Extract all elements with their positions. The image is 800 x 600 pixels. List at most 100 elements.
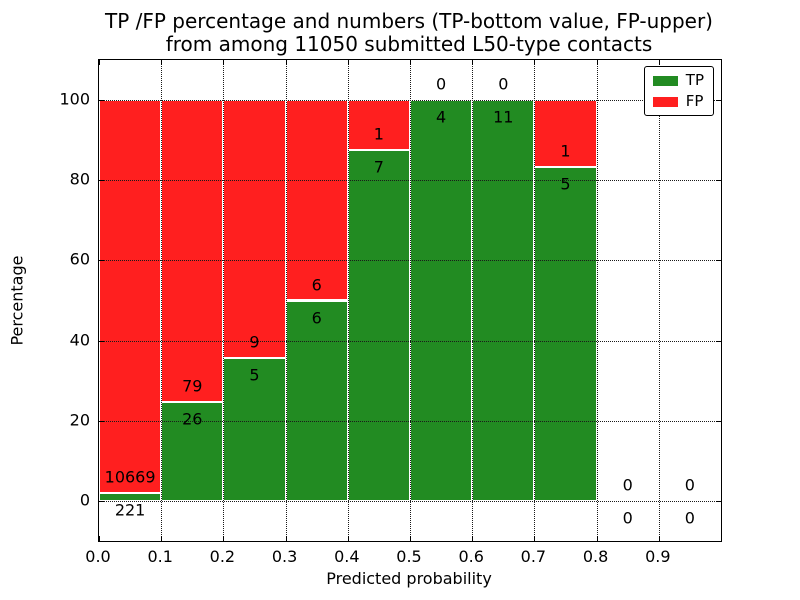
- plot-area: 10669 221 79 26 9 5 6 6 1 7 0 4 0 11 1 5 0 0 0 0 TP FP: [98, 59, 722, 542]
- legend: TP FP: [643, 66, 714, 116]
- x-tick-mark: [223, 536, 225, 541]
- y-axis-title: Percentage: [7, 255, 27, 346]
- y-tick-mark: [716, 180, 721, 182]
- x-tick-mark: [721, 536, 722, 541]
- y-tick-mark: [99, 260, 104, 262]
- tp-count-label: 221: [114, 500, 146, 520]
- x-tick-mark: [285, 60, 287, 65]
- fp-swatch-icon: [652, 96, 678, 107]
- x-axis-title: Predicted probability: [326, 569, 492, 588]
- fp-count-label: 0: [684, 475, 695, 495]
- fp-bar-segment: [347, 100, 410, 151]
- y-tick-label: 20: [69, 410, 90, 430]
- x-tick-label: 0.0: [85, 547, 111, 566]
- tp-count-label: 5: [560, 174, 571, 194]
- tp-bar-segment: [410, 100, 473, 501]
- fp-count-label: 9: [249, 332, 260, 352]
- v-gridline: [285, 60, 287, 541]
- x-tick-mark: [285, 536, 287, 541]
- x-tick-mark: [410, 60, 411, 65]
- v-gridline: [534, 60, 536, 541]
- y-tick-mark: [716, 100, 721, 102]
- tp-count-label: 11: [493, 107, 514, 127]
- x-tick-label: 0.1: [147, 547, 173, 566]
- tp-bar-segment: [347, 150, 410, 501]
- x-tick-mark: [721, 60, 722, 65]
- fp-bar-segment: [99, 100, 162, 493]
- tp-bar-segment: [99, 492, 162, 501]
- fp-count-label: 0: [436, 74, 447, 94]
- tp-bar-segment: [285, 300, 348, 501]
- x-tick-label: 0.7: [520, 547, 547, 566]
- chart-title-line1: TP /FP percentage and numbers (TP-bottom…: [105, 9, 713, 33]
- x-tick-label: 0.6: [458, 547, 484, 566]
- x-tick-mark: [161, 60, 163, 65]
- x-tick-label: 0.4: [334, 547, 360, 566]
- legend-item-fp: FP: [652, 92, 704, 110]
- y-tick-mark: [99, 100, 104, 102]
- x-tick-label: 0.5: [396, 547, 422, 566]
- v-gridline: [347, 60, 349, 541]
- tp-bar-segment: [472, 100, 535, 501]
- v-gridline: [472, 60, 474, 541]
- fp-count-label: 0: [498, 74, 509, 94]
- x-tick-label: 0.8: [582, 547, 609, 566]
- y-tick-mark: [99, 340, 104, 342]
- tp-count-label: 26: [182, 409, 203, 429]
- y-tick-mark: [716, 260, 721, 262]
- chart-title: TP /FP percentage and numbers (TP-bottom…: [98, 10, 720, 56]
- v-gridline: [161, 60, 163, 541]
- y-tick-label: 60: [69, 249, 90, 269]
- legend-item-tp: TP: [652, 71, 704, 89]
- y-tick-mark: [716, 340, 721, 342]
- chart-title-line2: from among 11050 submitted L50-type cont…: [165, 32, 653, 56]
- v-gridline: [223, 60, 225, 541]
- y-tick-label: 80: [69, 169, 90, 189]
- x-tick-mark: [658, 60, 660, 65]
- x-tick-mark: [99, 60, 100, 65]
- x-tick-mark: [347, 60, 349, 65]
- x-tick-mark: [161, 536, 163, 541]
- legend-label-fp: FP: [685, 92, 704, 110]
- v-gridline: [658, 60, 660, 541]
- x-tick-mark: [658, 536, 660, 541]
- x-tick-mark: [410, 536, 411, 541]
- legend-label-tp: TP: [685, 71, 704, 89]
- x-tick-mark: [534, 60, 536, 65]
- fp-bar-segment: [534, 100, 597, 167]
- fp-count-label: 1: [560, 141, 571, 161]
- x-tick-mark: [596, 536, 598, 541]
- x-tick-label: 0.2: [209, 547, 236, 566]
- x-tick-mark: [347, 536, 349, 541]
- y-tick-mark: [716, 500, 721, 502]
- x-tick-mark: [472, 536, 474, 541]
- tp-count-label: 5: [249, 365, 260, 385]
- fp-bar-segment: [285, 100, 348, 301]
- x-tick-mark: [596, 60, 598, 65]
- tp-bar-segment: [223, 357, 286, 501]
- y-tick-mark: [99, 500, 104, 502]
- x-tick-mark: [223, 60, 225, 65]
- tp-swatch-icon: [652, 75, 678, 86]
- tp-count-label: 4: [436, 107, 447, 127]
- x-tick-label: 0.3: [271, 547, 298, 566]
- fp-count-label: 0: [622, 475, 633, 495]
- v-gridline: [596, 60, 598, 541]
- fp-bar-segment: [161, 100, 224, 402]
- tp-count-label: 0: [684, 508, 695, 528]
- v-gridline: [410, 60, 411, 541]
- tp-count-label: 0: [622, 508, 633, 528]
- x-tick-mark: [534, 536, 536, 541]
- y-tick-mark: [716, 420, 721, 422]
- fp-count-label: 10669: [104, 467, 156, 487]
- y-tick-mark: [99, 420, 104, 422]
- tp-bar-segment: [534, 166, 597, 501]
- tp-count-label: 7: [373, 157, 384, 177]
- y-tick-mark: [99, 180, 104, 182]
- fp-count-label: 1: [373, 124, 384, 144]
- y-tick-label: 100: [59, 89, 90, 109]
- y-tick-label: 40: [69, 330, 90, 350]
- y-tick-label: 0: [79, 490, 90, 510]
- fp-count-label: 6: [311, 275, 322, 294]
